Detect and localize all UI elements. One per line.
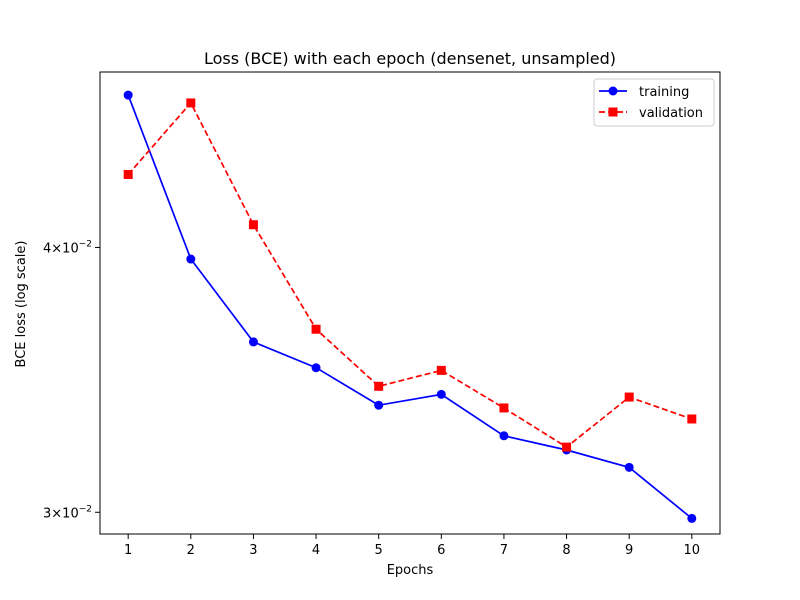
y-tick-exp: −2: [79, 504, 92, 514]
point-validation: [186, 98, 196, 108]
x-axis-label: Epochs: [387, 563, 434, 578]
x-tick-label: 5: [375, 543, 383, 558]
series-line-validation: [127, 101, 693, 449]
y-axis-label: BCE loss (log scale): [14, 241, 29, 368]
point-validation: [687, 414, 697, 424]
point-training: [186, 254, 196, 264]
point-training: [123, 90, 133, 100]
point-validation: [436, 365, 446, 375]
x-tick-label: 7: [500, 543, 508, 558]
y-tick-times: ×10: [51, 241, 78, 256]
chart-title: Loss (BCE) with each epoch (densenet, un…: [204, 49, 616, 68]
legend-marker: [608, 86, 618, 96]
point-validation: [624, 392, 634, 402]
x-tick-label: 4: [312, 543, 320, 558]
y-tick-base: 4: [43, 241, 51, 256]
plot-frame: [99, 71, 721, 535]
x-tick-label: 8: [562, 543, 570, 558]
point-training: [374, 400, 384, 410]
point-training: [436, 389, 446, 399]
point-training: [624, 462, 634, 472]
y-tick-exp: −2: [79, 239, 92, 249]
point-validation: [248, 220, 258, 230]
x-tick-label: 2: [187, 543, 195, 558]
legend-label: validation: [639, 106, 703, 121]
axis-ticks: 1 2 3 4 5 6 7 8 9 103×10−24×10−2: [43, 239, 700, 558]
x-tick-label: 6: [437, 543, 445, 558]
point-validation: [499, 403, 509, 413]
x-tick-label: 10: [684, 543, 701, 558]
point-validation: [374, 381, 384, 391]
y-tick-times: ×10: [51, 506, 78, 521]
series-validation: [123, 98, 697, 452]
point-training: [248, 337, 258, 347]
point-validation: [562, 442, 572, 452]
y-tick-label: 4×10−2: [43, 239, 92, 256]
point-training: [311, 363, 321, 373]
legend: training validation: [593, 78, 715, 127]
legend-marker: [608, 107, 618, 117]
x-tick-label: 3: [249, 543, 257, 558]
point-validation: [123, 169, 133, 179]
legend-item-validation: validation: [599, 106, 703, 121]
y-tick-label: 3×10−2: [43, 504, 92, 521]
legend-label: training: [639, 85, 689, 100]
x-tick-label: 1: [124, 543, 132, 558]
legend-item-training: training: [599, 85, 689, 100]
series-layer: [123, 90, 697, 523]
series-line-training: [127, 94, 693, 520]
point-training: [687, 513, 697, 523]
x-tick-label: 9: [625, 543, 633, 558]
y-tick-base: 3: [43, 506, 51, 521]
point-validation: [311, 324, 321, 334]
point-training: [499, 431, 509, 441]
